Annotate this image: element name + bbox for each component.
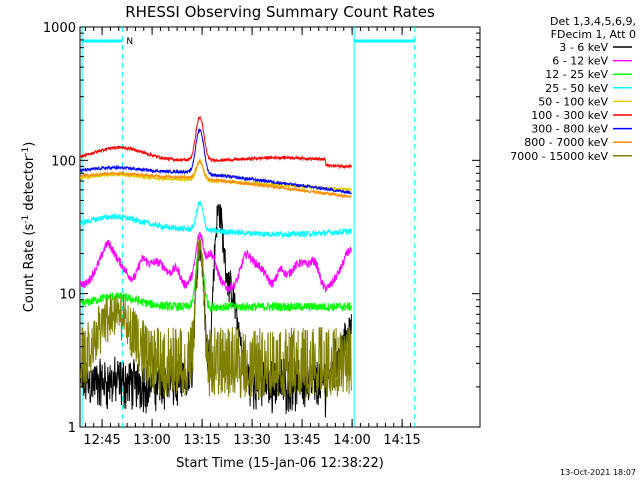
x-tick-label: 13:30 <box>233 433 270 448</box>
series-line-3 <box>79 200 352 239</box>
legend-label: 7000 - 15000 keV <box>510 150 608 163</box>
legend-label: 6 - 12 keV <box>552 55 608 68</box>
series-line-1 <box>79 232 352 294</box>
x-axis-ticks: 12:45 13:00 13:15 13:30 13:45 14:00 14:15 <box>83 27 421 448</box>
x-axis-label: Start Time (15-Jan-06 12:38:22) <box>176 456 384 471</box>
x-tick-label: 13:45 <box>283 433 320 448</box>
legend-label: 100 - 300 keV <box>531 109 608 122</box>
series-lines <box>79 115 352 418</box>
footer-date: 13-Oct-2021 18:07 <box>560 468 636 477</box>
y-tick-label: 100 <box>51 154 76 169</box>
y-tick-label: 1 <box>68 421 76 436</box>
x-tick-label: 14:00 <box>333 433 370 448</box>
plot-frame <box>79 26 481 428</box>
decimation-header: FDecim 1, Att 0 <box>551 28 636 41</box>
y-tick-label: 10 <box>59 288 76 303</box>
series-line-5 <box>79 115 352 170</box>
detector-header: Det 1,3,4,5,6,9, <box>550 15 636 28</box>
legend-label: 12 - 25 keV <box>545 68 608 81</box>
series-line-8 <box>79 236 352 399</box>
series-line-6 <box>79 127 352 195</box>
chart-title: RHESSI Observing Summary Count Rates <box>125 3 435 21</box>
legend-label: 50 - 100 keV <box>538 95 608 108</box>
y-axis-label: Count Rate (s-1 detector-1) <box>21 142 37 313</box>
series-line-7 <box>79 159 352 199</box>
x-tick-label: 12:45 <box>83 433 120 448</box>
x-tick-label: 13:00 <box>133 433 170 448</box>
legend-label: 25 - 50 keV <box>545 82 608 95</box>
legend-label: 3 - 6 keV <box>559 41 608 54</box>
x-tick-label: 14:15 <box>383 433 420 448</box>
night-marker-label: N <box>126 37 133 47</box>
legend-label: 800 - 7000 keV <box>524 136 608 149</box>
y-tick-label: 1000 <box>43 21 76 36</box>
y-axis-ticks: 1 10 100 1000 <box>43 21 480 436</box>
x-tick-label: 13:15 <box>183 433 220 448</box>
legend-label: 300 - 800 keV <box>531 123 608 136</box>
series-line-2 <box>79 244 352 313</box>
